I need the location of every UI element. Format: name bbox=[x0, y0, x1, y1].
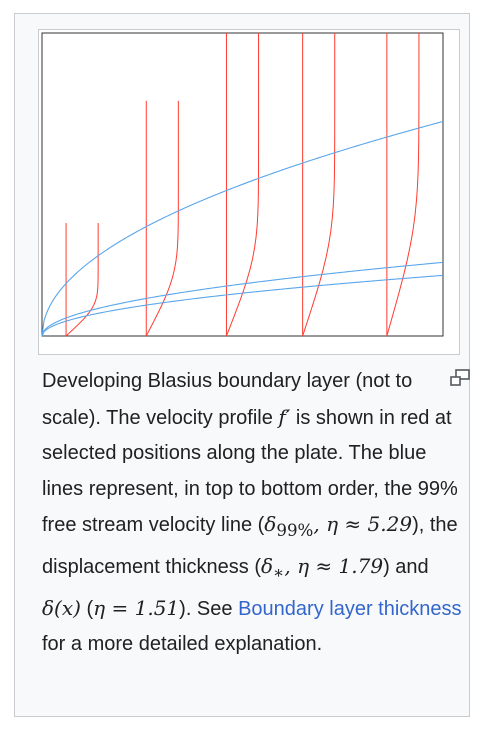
figure-caption: Developing Blasius boundary layer (not t… bbox=[42, 364, 462, 663]
magnify-clip-icon[interactable] bbox=[448, 368, 472, 388]
thickness-lines-layer bbox=[41, 120, 444, 337]
plot-frame bbox=[41, 32, 444, 337]
velocity-profile-3 bbox=[225, 33, 260, 337]
velocity-profile-1 bbox=[65, 223, 99, 337]
blasius-boundary-layer-diagram bbox=[41, 32, 444, 337]
caption-text: ) and bbox=[383, 555, 429, 578]
caption-text: Developing Blasius boundary layer (not t… bbox=[42, 370, 413, 429]
thickness-line-1 bbox=[41, 120, 444, 337]
boundary-layer-thickness-link[interactable]: Boundary layer thickness bbox=[238, 597, 462, 620]
caption-text: is shown in red at selected positions al… bbox=[42, 406, 458, 537]
thickness-line-3 bbox=[41, 274, 444, 337]
caption-text: for a more detailed explanation. bbox=[42, 633, 323, 656]
caption-text: ), the displacement thickness ( bbox=[42, 514, 458, 578]
figure-image[interactable] bbox=[38, 29, 460, 355]
caption-text: ). See bbox=[179, 597, 239, 620]
math-f-prime: f′ bbox=[278, 404, 291, 429]
velocity-profile-4 bbox=[302, 33, 336, 337]
math-delta-x: δ(x) bbox=[42, 595, 81, 620]
velocity-profile-2 bbox=[145, 100, 179, 337]
thickness-line-2 bbox=[41, 261, 444, 337]
velocity-profile-5 bbox=[386, 33, 420, 337]
math-eta-1-51: η = 1.51 bbox=[93, 595, 180, 620]
caption-text: ( bbox=[80, 597, 94, 620]
math-delta-star: δ∗, η ≈ 1.79 bbox=[260, 553, 384, 582]
math-delta-99: δ99%, η ≈ 5.29 bbox=[264, 512, 413, 541]
figure-thumbnail: Developing Blasius boundary layer (not t… bbox=[14, 13, 470, 717]
